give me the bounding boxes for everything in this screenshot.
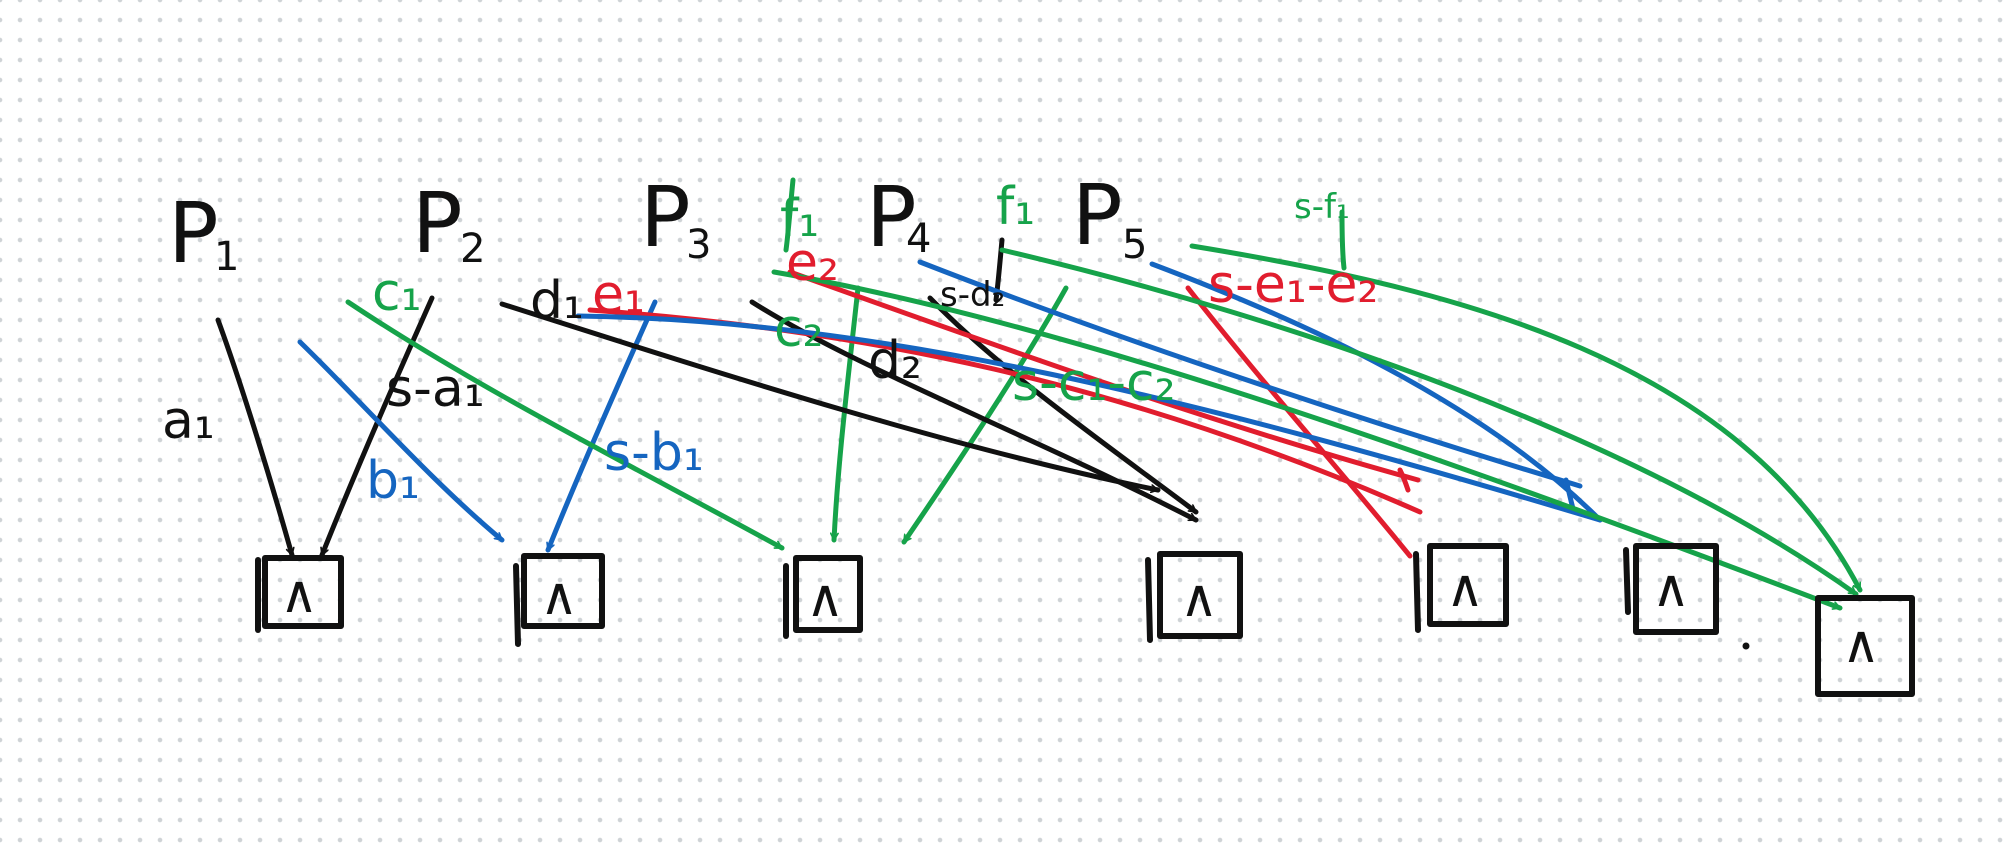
- label-s-c1-c2: s-c₁-c₂: [1012, 353, 1176, 413]
- edge-blue-long-1: [575, 313, 1603, 523]
- gate-6-dot: [1742, 642, 1750, 650]
- gate-2-left-bar: [513, 563, 521, 647]
- gate-1-and-symbol: ∧: [280, 565, 318, 625]
- gate-4-and-symbol: ∧: [1180, 569, 1218, 629]
- player-p2-subscript: 2: [460, 226, 485, 272]
- gate-3-and-symbol: ∧: [806, 569, 844, 629]
- and-gate-5: ∧: [1413, 543, 1509, 633]
- label-e2: e₂: [786, 233, 839, 293]
- player-p4-letter: P: [866, 168, 917, 266]
- and-gate-6: ∧: [1623, 543, 1750, 650]
- and-gate-4: ∧: [1145, 551, 1243, 643]
- label-c1: c₁: [372, 263, 421, 323]
- edge-s-d2-stub: [993, 237, 1005, 303]
- gate-5-and-symbol: ∧: [1446, 559, 1484, 619]
- label-c2: c₂: [774, 299, 823, 359]
- edge-s-e1-e2: [1185, 285, 1413, 559]
- gate-7-box: [1815, 595, 1915, 697]
- and-gate-3: ∧: [783, 555, 863, 639]
- gate-4-box: [1157, 551, 1243, 639]
- label-b1: b₁: [366, 451, 420, 511]
- label-f1-right: f₁: [996, 177, 1035, 237]
- edge-s-f1-long: [1189, 243, 1863, 593]
- and-gate-1: ∧: [255, 555, 344, 633]
- edge-blue-long-3: [1149, 261, 1603, 523]
- edge-b1: [297, 339, 505, 543]
- gate-5-box: [1427, 543, 1509, 627]
- gate-3-box: [793, 555, 863, 633]
- player-p5-subscript: 5: [1122, 222, 1147, 268]
- gate-5-left-bar: [1413, 551, 1421, 633]
- edge-d1: [499, 301, 1161, 490]
- edge-s-b1: [545, 299, 658, 553]
- and-gate-7: ∧: [1815, 595, 1915, 697]
- label-s-e1-e2: s-e₁-e₂: [1208, 255, 1378, 315]
- edge-c1: [345, 299, 785, 551]
- player-p1-letter: P: [168, 184, 219, 282]
- gate-7-and-symbol: ∧: [1842, 615, 1880, 675]
- edge-a1: [215, 317, 292, 558]
- label-e1: e₁: [592, 265, 645, 325]
- gate-6-left-bar: [1623, 547, 1631, 615]
- edge-e2-tick: [1397, 467, 1411, 493]
- edge-f1-left-stub: [783, 177, 796, 253]
- label-s-f1: s-f₁: [1294, 187, 1350, 227]
- player-p4-subscript: 4: [906, 216, 931, 262]
- player-p3-letter: P: [640, 168, 691, 266]
- edge-s-d2: [927, 295, 1199, 515]
- edge-s-a1: [319, 295, 435, 558]
- label-a1: a₁: [162, 391, 215, 451]
- edge-blue-long-2: [917, 259, 1583, 489]
- label-d2: d₂: [868, 331, 922, 391]
- edge-c1-c2-long: [771, 269, 1843, 611]
- label-s-b1: s-b₁: [604, 423, 704, 483]
- player-p3-subscript: 3: [686, 222, 711, 268]
- label-d1: d₁: [530, 271, 584, 331]
- gate-2-and-symbol: ∧: [540, 567, 578, 627]
- player-p1-subscript: 1: [214, 234, 239, 280]
- gate-4-left-bar: [1145, 557, 1153, 643]
- gate-2-box: [521, 553, 605, 629]
- label-s-d2: s-d₂: [940, 275, 1005, 315]
- edge-s-f1-stub: [1339, 209, 1347, 271]
- gate-1-box: [262, 555, 344, 629]
- label-f1-left: f₁: [780, 189, 819, 249]
- player-p2-letter: P: [412, 174, 463, 272]
- edge-c2: [834, 285, 861, 543]
- gate-6-and-symbol: ∧: [1652, 559, 1690, 619]
- label-s-a1: s-a₁: [386, 359, 485, 419]
- player-p5-letter: P: [1072, 166, 1123, 264]
- gate-6-box: [1633, 543, 1719, 635]
- edge-f1-to-gate3: [901, 285, 1069, 545]
- edge-f1-long: [999, 247, 1859, 597]
- and-gate-2: ∧: [513, 553, 605, 647]
